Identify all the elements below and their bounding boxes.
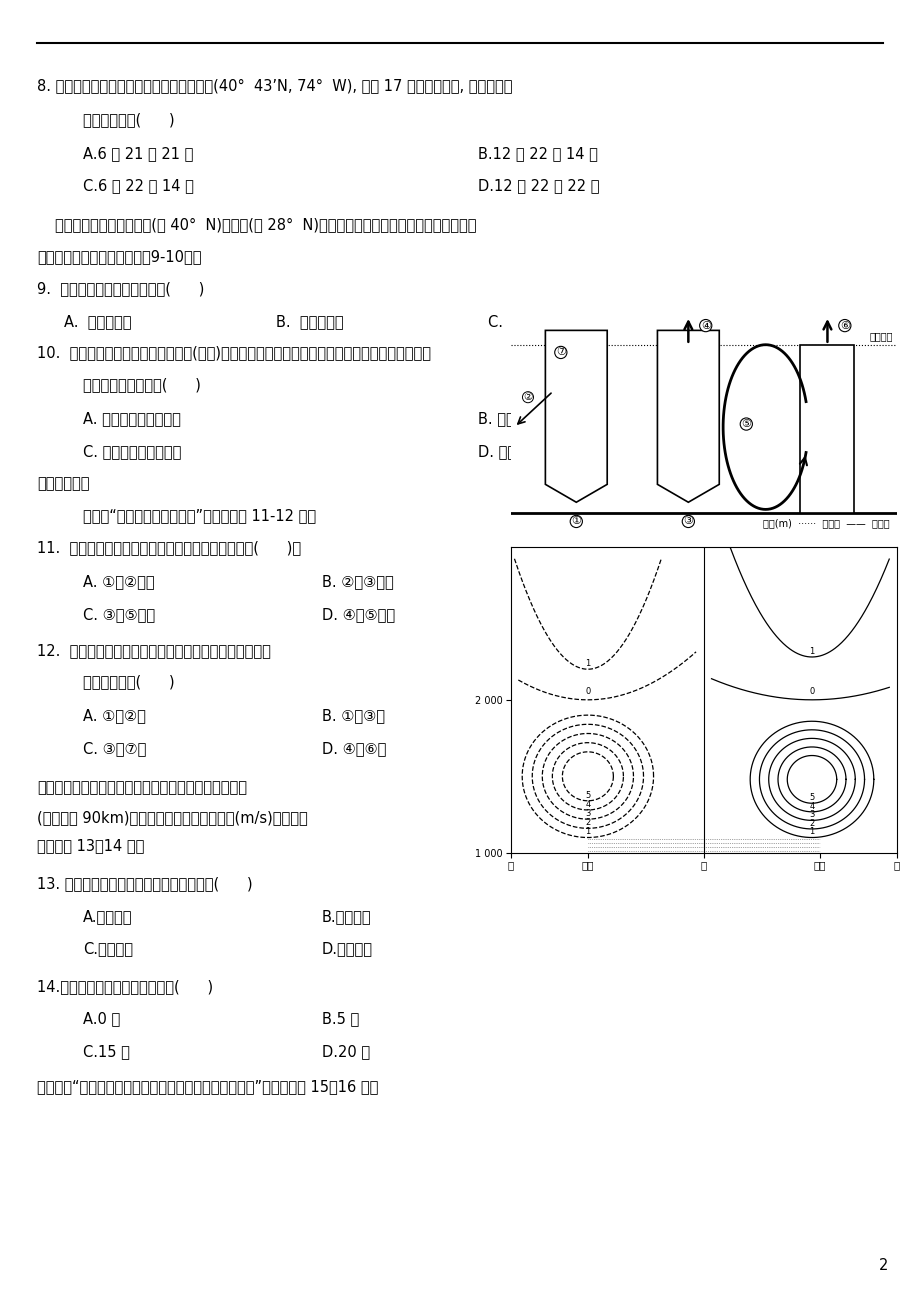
Text: 13. 影响湖泊东西岸风向差异的主要因素为(      ): 13. 影响湖泊东西岸风向差异的主要因素为( ) (37, 876, 252, 892)
Text: D.20 点: D.20 点 (322, 1044, 369, 1060)
Text: 8. 此时小明乘飞机从北京首都机场飞往纽约(40°  43’N, 74°  W), 大约 17 个小时后到达, 到达时纽约: 8. 此时小明乘飞机从北京首都机场飞往纽约(40° 43’N, 74° W), … (37, 78, 512, 94)
Text: B. ①大③小: B. ①大③小 (322, 708, 384, 724)
Text: ⑦: ⑦ (555, 348, 565, 358)
Text: ⑤: ⑤ (741, 419, 751, 430)
Text: B.5 点: B.5 点 (322, 1012, 358, 1027)
Text: 0: 0 (584, 686, 590, 695)
Text: 4: 4 (584, 799, 590, 809)
Text: C. ③和⑤较小: C. ③和⑤较小 (83, 607, 154, 622)
Text: D.热力环流: D.热力环流 (322, 941, 372, 957)
Text: 大气上界: 大气上界 (868, 331, 892, 341)
Text: 14.在夏季，此时最可能为地方时(      ): 14.在夏季，此时最可能为地方时( ) (37, 979, 212, 995)
Text: 右图为“大气受热过程示意图”。据此完成 11-12 题。: 右图为“大气受热过程示意图”。据此完成 11-12 题。 (83, 508, 315, 523)
Text: C. 降低南侧楼房的高度: C. 降低南侧楼房的高度 (83, 444, 181, 460)
Text: C.季风环流: C.季风环流 (83, 941, 132, 957)
Text: A. ①和②较小: A. ①和②较小 (83, 574, 154, 590)
Text: 4: 4 (809, 802, 813, 811)
Text: A.  北京北卧室: A. 北京北卧室 (64, 314, 131, 329)
Text: 终修改的方案可能是(      ): 终修改的方案可能是( ) (83, 378, 200, 393)
Text: B.大气环流: B.大气环流 (322, 909, 371, 924)
Bar (800, 345, 854, 513)
Text: 湖泊与湖岸之间存在着局部环流，以下图为我国某大湖: 湖泊与湖岸之间存在着局部环流，以下图为我国某大湖 (37, 780, 246, 796)
Text: 侧楼房的高度: 侧楼房的高度 (37, 477, 89, 492)
Text: A. ①小②大: A. ①小②大 (83, 708, 145, 724)
Text: D.  长沙北卧室: D. 长沙北卧室 (698, 314, 767, 329)
Text: 高度(m)  ······  偏东风  ——  偏西风: 高度(m) ······ 偏东风 —— 偏西风 (762, 518, 889, 529)
Text: 1: 1 (584, 828, 590, 836)
Text: 10.  政府部门对两地楼盘规划设计图(甲图)进行审批时，该设计在北京没有通过，被要求修改。最: 10. 政府部门对两地楼盘规划设计图(甲图)进行审批时，该设计在北京没有通过，被… (37, 345, 430, 361)
Text: (东西宽约 90km)和周边湖岸某时刻实测风速(m/s)垂直剔面: (东西宽约 90km)和周边湖岸某时刻实测风速(m/s)垂直剔面 (37, 810, 307, 825)
Text: 以下图为“模拟绘制的局部地区气压带、风带分布示意图”。读图完成 15～16 题。: 以下图为“模拟绘制的局部地区气压带、风带分布示意图”。读图完成 15～16 题。 (37, 1079, 378, 1095)
Text: 3: 3 (584, 809, 590, 818)
Text: 3: 3 (809, 810, 814, 819)
Text: 0: 0 (809, 686, 813, 695)
Text: ④: ④ (700, 320, 710, 331)
Text: 2: 2 (809, 819, 813, 828)
Text: 2: 2 (584, 818, 590, 827)
Text: 11.  青藏高原气温比同纬度四川盆地低的主要原因是(      )。: 11. 青藏高原气温比同纬度四川盆地低的主要原因是( )。 (37, 540, 301, 556)
Text: 某开发商方案分别在北京(约 40°  N)和长沙(约 28°  N)开发楼盘。两地楼盘朝向、楼高和户型结: 某开发商方案分别在北京(约 40° N)和长沙(约 28° N)开发楼盘。两地楼… (55, 217, 476, 233)
Text: D.12 月 22 日 22 时: D.12 月 22 日 22 时 (478, 178, 599, 194)
Text: B. ②和③较小: B. ②和③较小 (322, 574, 393, 590)
FancyArrow shape (545, 331, 607, 503)
Text: C.15 点: C.15 点 (83, 1044, 130, 1060)
FancyArrow shape (657, 331, 719, 503)
Text: ⑥: ⑥ (839, 320, 849, 331)
Text: A. 扩大南北两侧楼间距: A. 扩大南北两侧楼间距 (83, 411, 180, 427)
Text: 1: 1 (809, 828, 813, 836)
Text: B. 缩小南北两侧楼间距: B. 缩小南北两侧楼间距 (478, 411, 576, 427)
Text: B.12 月 22 日 14 时: B.12 月 22 日 14 时 (478, 146, 597, 161)
Text: D. ④和⑤较小: D. ④和⑤较小 (322, 607, 394, 622)
Text: C.  北京南卧室: C. 北京南卧室 (487, 314, 555, 329)
Text: 与此有关的是(      ): 与此有关的是( ) (83, 674, 175, 690)
Text: 1: 1 (809, 647, 813, 656)
Text: A.海陆位置: A.海陆位置 (83, 909, 132, 924)
Text: 5: 5 (809, 793, 813, 802)
Text: 2: 2 (878, 1258, 887, 1273)
Text: 5: 5 (584, 790, 590, 799)
Text: ③: ③ (683, 517, 693, 526)
Text: A.6 月 21 日 21 时: A.6 月 21 日 21 时 (83, 146, 193, 161)
Text: B.  长沙南卧室: B. 长沙南卧室 (276, 314, 344, 329)
Text: D. ④小⑥小: D. ④小⑥小 (322, 741, 386, 756)
Text: ①: ① (571, 517, 581, 526)
Text: C.6 月 22 日 14 时: C.6 月 22 日 14 时 (83, 178, 194, 194)
Text: C. ③大⑦大: C. ③大⑦大 (83, 741, 146, 756)
Text: ②: ② (523, 392, 532, 402)
Text: D. 降低北: D. 降低北 (478, 444, 525, 460)
Text: 9.  冬季卧室采光条件最好的是(      ): 9. 冬季卧室采光条件最好的是( ) (37, 281, 204, 297)
Text: A.0 点: A.0 点 (83, 1012, 119, 1027)
Text: 当地的区时为(      ): 当地的区时为( ) (83, 112, 175, 128)
Text: 图，完成 13～14 题。: 图，完成 13～14 题。 (37, 838, 144, 854)
Text: 构相同，如下图。读图，答复9-10题。: 构相同，如下图。读图，答复9-10题。 (37, 249, 201, 264)
Text: 12.  青藏高原气温日较差大，因此小麦产量高、质量好。: 12. 青藏高原气温日较差大，因此小麦产量高、质量好。 (37, 643, 270, 659)
Text: 1: 1 (584, 659, 590, 668)
